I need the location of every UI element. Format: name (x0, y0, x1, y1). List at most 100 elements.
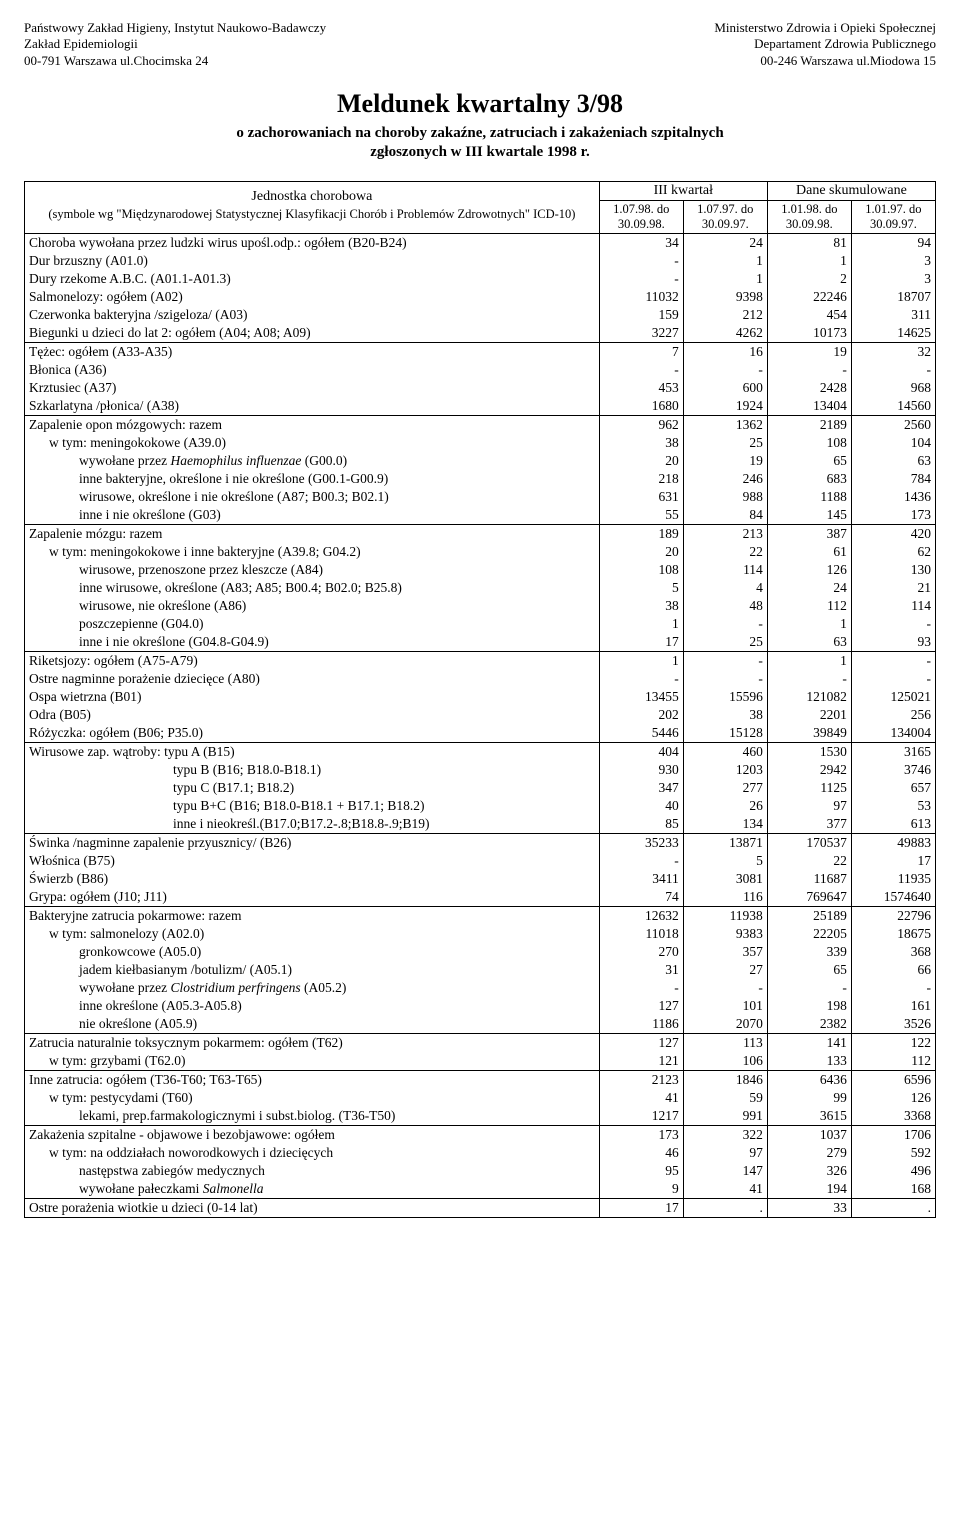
row-value: 3746 (851, 761, 935, 779)
row-value: 1203 (683, 761, 767, 779)
header-right-line: 00-246 Warszawa ul.Miodowa 15 (714, 53, 936, 69)
row-value: 25 (683, 633, 767, 652)
table-row: wirusowe, nie określone (A86)3848112114 (25, 597, 936, 615)
row-value: 53 (851, 797, 935, 815)
row-value: 2201 (767, 706, 851, 724)
row-value: 81 (767, 233, 851, 252)
row-label: jadem kiełbasianym /botulizm/ (A05.1) (25, 961, 600, 979)
row-value: 3165 (851, 742, 935, 761)
row-label: Włośnica (B75) (25, 852, 600, 870)
row-value: 1362 (683, 415, 767, 434)
table-row: wirusowe, przenoszone przez kleszcze (A8… (25, 561, 936, 579)
table-row: wywołane przez Haemophilus influenzae (G… (25, 452, 936, 470)
row-label: Riketsjozy: ogółem (A75-A79) (25, 651, 600, 670)
table-row: inne i nie określone (G04.8-G04.9)172563… (25, 633, 936, 652)
row-value: 657 (851, 779, 935, 797)
row-value: 377 (767, 815, 851, 834)
row-value: - (767, 361, 851, 379)
row-label: Różyczka: ogółem (B06; P35.0) (25, 724, 600, 743)
row-value: 347 (599, 779, 683, 797)
table-row: inne i nie określone (G03)5584145173 (25, 506, 936, 525)
row-value: 40 (599, 797, 683, 815)
row-value: 279 (767, 1144, 851, 1162)
table-row: lekami, prep.farmakologicznymi i subst.b… (25, 1107, 936, 1126)
row-value: 127 (599, 1033, 683, 1052)
row-value: 769647 (767, 888, 851, 907)
row-value: 3368 (851, 1107, 935, 1126)
row-value: 113 (683, 1033, 767, 1052)
row-value: 168 (851, 1180, 935, 1199)
row-label: następstwa zabiegów medycznych (25, 1162, 600, 1180)
row-value: 141 (767, 1033, 851, 1052)
table-row: typu B (B16; B18.0-B18.1)930120329423746 (25, 761, 936, 779)
row-value: 194 (767, 1180, 851, 1199)
row-label: Zakażenia szpitalne - objawowe i bezobja… (25, 1125, 600, 1144)
table-row: inne bakteryjne, określone i nie określo… (25, 470, 936, 488)
table-row: Dur brzuszny (A01.0)-113 (25, 252, 936, 270)
row-label: wirusowe, określone i nie określone (A87… (25, 488, 600, 506)
row-value: 49883 (851, 833, 935, 852)
row-value: 15128 (683, 724, 767, 743)
row-value: 683 (767, 470, 851, 488)
row-value: 161 (851, 997, 935, 1015)
row-value: 18675 (851, 925, 935, 943)
row-label: Błonica (A36) (25, 361, 600, 379)
row-label: Dur brzuszny (A01.0) (25, 252, 600, 270)
row-value: 94 (851, 233, 935, 252)
row-value: 2382 (767, 1015, 851, 1034)
row-value: 213 (683, 524, 767, 543)
row-value: 357 (683, 943, 767, 961)
document-header: Państwowy Zakład Higieny, Instytut Nauko… (24, 20, 936, 69)
row-value: 38 (683, 706, 767, 724)
row-value: 1 (683, 252, 767, 270)
row-value: 12632 (599, 906, 683, 925)
document-subtitle-2: zgłoszonych w III kwartale 1998 r. (24, 144, 936, 161)
row-label: Salmonelozy: ogółem (A02) (25, 288, 600, 306)
row-value: 5 (599, 579, 683, 597)
table-row: nie określone (A05.9)1186207023823526 (25, 1015, 936, 1034)
row-value: - (599, 361, 683, 379)
row-value: 133 (767, 1052, 851, 1071)
row-value: 173 (599, 1125, 683, 1144)
row-value: 159 (599, 306, 683, 324)
document-title: Meldunek kwartalny 3/98 (24, 89, 936, 119)
table-row: następstwa zabiegów medycznych9514732649… (25, 1162, 936, 1180)
row-value: 404 (599, 742, 683, 761)
row-value: 11687 (767, 870, 851, 888)
row-label: Świnka /nagminne zapalenie przyusznicy/ … (25, 833, 600, 852)
row-value: 246 (683, 470, 767, 488)
row-value: 1 (599, 651, 683, 670)
row-value: 1217 (599, 1107, 683, 1126)
row-value: 22246 (767, 288, 851, 306)
row-label: Grypa: ogółem (J10; J11) (25, 888, 600, 907)
row-value: 24 (683, 233, 767, 252)
row-value: 34 (599, 233, 683, 252)
row-label: Świerzb (B86) (25, 870, 600, 888)
row-value: 19 (683, 452, 767, 470)
row-label: Ostre nagminne porażenie dziecięce (A80) (25, 670, 600, 688)
data-table: Jednostka chorobowa (symbole wg "Międzyn… (24, 181, 936, 1218)
row-value: 55 (599, 506, 683, 525)
row-value: 2123 (599, 1070, 683, 1089)
header-left-line: Państwowy Zakład Higieny, Instytut Nauko… (24, 20, 326, 36)
row-value: 63 (851, 452, 935, 470)
row-value: 116 (683, 888, 767, 907)
row-value: 22 (767, 852, 851, 870)
row-label: inne bakteryjne, określone i nie określo… (25, 470, 600, 488)
table-row: Tężec: ogółem (A33-A35)7161932 (25, 342, 936, 361)
table-row: Czerwonka bakteryjna /szigeloza/ (A03)15… (25, 306, 936, 324)
header-left: Państwowy Zakład Higieny, Instytut Nauko… (24, 20, 326, 69)
header-left-line: 00-791 Warszawa ul.Chocimska 24 (24, 53, 326, 69)
row-value: 99 (767, 1089, 851, 1107)
row-value: 2560 (851, 415, 935, 434)
row-value: 496 (851, 1162, 935, 1180)
row-value: 121 (599, 1052, 683, 1071)
row-value: 104 (851, 434, 935, 452)
table-row: wywołane pałeczkami Salmonella941194168 (25, 1180, 936, 1199)
row-value: 25189 (767, 906, 851, 925)
table-row: Świnka /nagminne zapalenie przyusznicy/ … (25, 833, 936, 852)
row-label: nie określone (A05.9) (25, 1015, 600, 1034)
row-value: 6436 (767, 1070, 851, 1089)
row-value: 93 (851, 633, 935, 652)
table-body: Choroba wywołana przez ludzki wirus upoś… (25, 233, 936, 1217)
